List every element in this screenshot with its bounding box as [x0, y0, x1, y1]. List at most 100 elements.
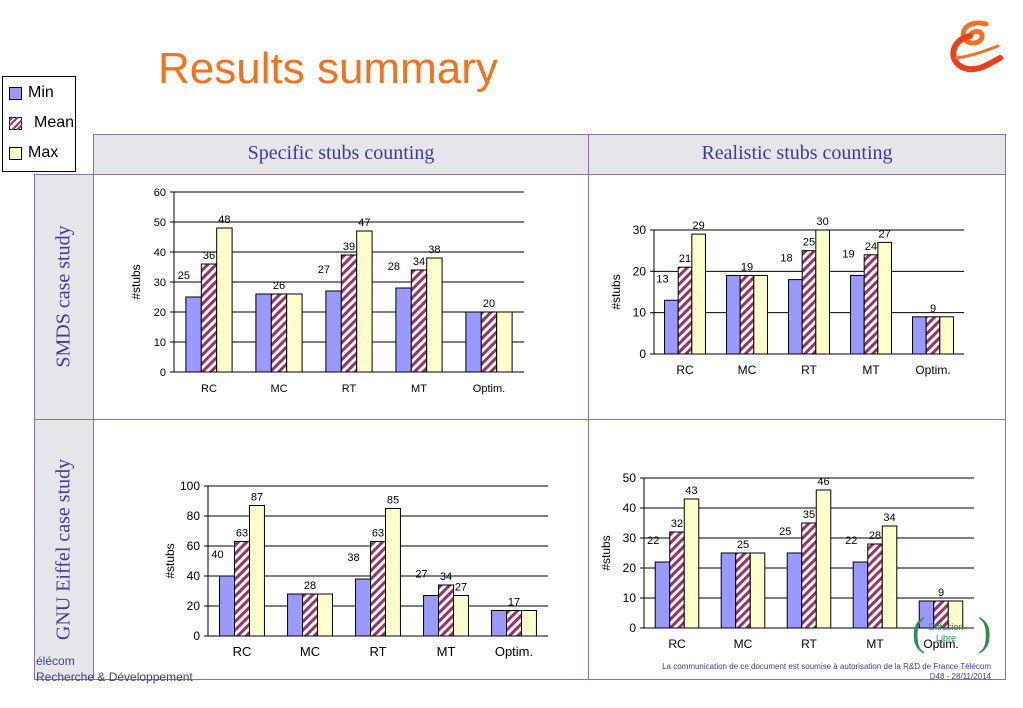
- bar-mean: [302, 593, 318, 637]
- y-tick-label: 60: [154, 187, 166, 199]
- x-tick-label: MC: [734, 637, 753, 651]
- bar-mean: [200, 263, 218, 373]
- bar-min: [287, 593, 304, 637]
- data-label: 19: [842, 248, 854, 260]
- x-tick-label: MC: [738, 363, 757, 377]
- bar-min: [786, 552, 803, 629]
- x-tick-label: RT: [342, 383, 357, 395]
- legend-swatch-max: [9, 146, 22, 160]
- y-tick-label: 20: [154, 307, 166, 319]
- x-tick-label: RC: [233, 644, 252, 659]
- data-label: 25: [737, 539, 749, 551]
- legend-label-max: Max: [28, 144, 59, 161]
- chart-gnu-realistic: 0 10 20 30 40 50 #stubs 22 32 43 RC 25 MC 25 35 46 RT 22 2…: [599, 471, 974, 651]
- bar-mean: [270, 293, 288, 373]
- row-header-gnu-eiffel: GNU Eiffel case study: [34, 420, 93, 680]
- y-tick-label: 20: [623, 561, 637, 575]
- data-label: 30: [817, 216, 829, 228]
- bar-min: [185, 296, 202, 373]
- y-axis-label: #stubs: [599, 535, 613, 570]
- legend-label-mean: Mean: [34, 114, 75, 131]
- y-tick-label: 0: [629, 621, 636, 635]
- france-telecom-logo: [950, 20, 1003, 73]
- data-label: 87: [251, 492, 263, 504]
- x-tick-label: RT: [801, 637, 817, 651]
- bar-max: [691, 233, 706, 355]
- page-title: Results summary: [158, 44, 498, 93]
- x-tick-label: Optim.: [495, 644, 533, 659]
- legend-item-min: Min: [9, 83, 54, 103]
- bar-max: [520, 610, 537, 637]
- data-label: 35: [803, 509, 815, 521]
- data-label: 28: [388, 261, 400, 273]
- bar-mean: [370, 541, 386, 637]
- x-tick-label: RC: [668, 637, 686, 651]
- bar-mean: [677, 266, 693, 355]
- bar-max: [877, 241, 892, 355]
- bar-mean: [234, 541, 250, 637]
- table-border-bottom: [34, 679, 1006, 680]
- data-label: 47: [358, 217, 370, 229]
- bar-mean: [867, 543, 883, 629]
- data-label: 36: [203, 250, 215, 262]
- table-border-middle: [34, 419, 1006, 420]
- y-axis-label: #stubs: [609, 274, 623, 309]
- x-tick-label: RT: [369, 644, 386, 659]
- data-label: 63: [236, 528, 248, 540]
- badge-paren-left-icon: (: [912, 609, 926, 654]
- data-label: 18: [780, 253, 792, 265]
- table-border-right: [1005, 134, 1006, 680]
- table-border-left: [34, 174, 35, 680]
- bar-max: [881, 525, 898, 629]
- y-tick-label: 0: [193, 629, 200, 643]
- y-tick-label: 0: [639, 347, 646, 361]
- data-label: 63: [372, 528, 384, 540]
- legend-swatch-mean: [9, 116, 22, 130]
- data-label: 34: [883, 512, 895, 524]
- bar-mean: [340, 254, 358, 373]
- bar-max: [426, 257, 443, 373]
- data-label: 9: [938, 587, 944, 599]
- bar-max: [683, 498, 700, 629]
- x-tick-label: Optim.: [923, 637, 958, 651]
- y-tick-label: 40: [187, 569, 201, 583]
- data-label: 48: [218, 214, 230, 226]
- y-tick-label: 100: [180, 479, 200, 493]
- bar-max: [452, 595, 469, 637]
- data-label: 25: [178, 270, 190, 282]
- footer-brand-line1: élécom: [36, 654, 75, 668]
- table-border-header: [34, 174, 1006, 175]
- bar-min: [788, 279, 803, 355]
- bar-min: [664, 299, 679, 355]
- x-tick-label: RC: [201, 383, 217, 395]
- bar-min: [720, 552, 737, 629]
- x-tick-label: MT: [866, 637, 884, 651]
- y-tick-label: 30: [623, 531, 637, 545]
- x-tick-label: MC: [300, 644, 320, 659]
- bar-max: [496, 311, 513, 373]
- data-label: 40: [211, 549, 223, 561]
- bar-mean: [863, 254, 879, 355]
- data-label: 22: [647, 535, 659, 547]
- data-label: 85: [387, 495, 399, 507]
- y-tick-label: 40: [623, 501, 637, 515]
- bar-min: [654, 561, 671, 629]
- bar-min: [912, 316, 927, 355]
- data-label: 38: [347, 552, 359, 564]
- chart-gnu-specific: 0 20 40 60 80 100 #stubs 40 63 87 RC 28 MC 38 63 85 RT 27…: [163, 479, 548, 659]
- data-label: 27: [455, 582, 467, 594]
- bar-max: [947, 600, 964, 629]
- x-tick-label: MT: [862, 363, 880, 377]
- data-label: 19: [741, 261, 753, 273]
- legend-item-max: Max: [9, 143, 58, 163]
- y-tick-label: 30: [633, 223, 647, 237]
- y-tick-label: 50: [623, 471, 637, 485]
- bar-min: [850, 274, 865, 355]
- data-label: 17: [508, 597, 520, 609]
- badge-paren-right-icon: ): [978, 609, 992, 654]
- data-label: 28: [869, 530, 881, 542]
- bar-min: [852, 561, 869, 629]
- data-label: 46: [817, 476, 829, 488]
- data-label: 27: [879, 228, 891, 240]
- bar-mean: [438, 584, 454, 637]
